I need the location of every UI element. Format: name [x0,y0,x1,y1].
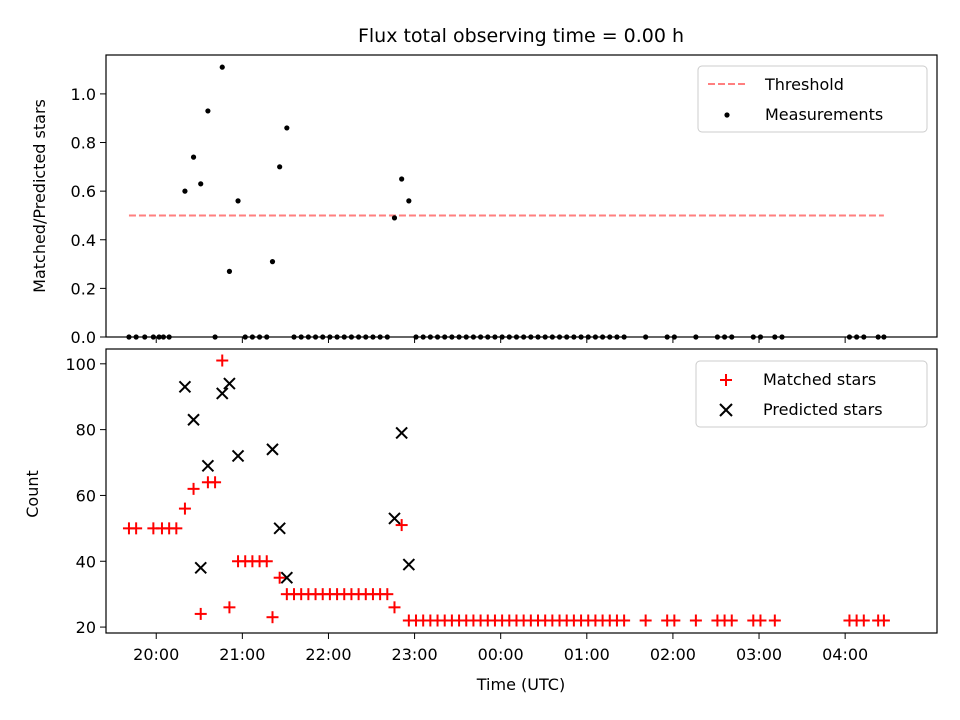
bottom-legend-box [695,360,928,428]
bottom-x-tick-label: 00:00 [478,645,524,664]
bottom-y-ticks: 20 40 60 80 100 [65,355,106,637]
predicted-star-point [231,449,245,463]
bottom-y-tick-label: 60 [76,486,96,505]
matched-star-point [381,588,394,601]
top-y-tick-label: 0.0 [71,328,96,347]
bottom-y-tick-label: 80 [76,421,96,440]
top-plot-frame [105,54,938,338]
matched-star-point [388,601,401,614]
legend-predicted-label: Predicted stars [763,400,883,419]
bottom-x-tick-label: 03:00 [736,645,782,664]
predicted-star-point [395,426,408,440]
matched-star-point [768,614,781,627]
measurement-point [198,181,204,187]
measurement-point [205,108,211,114]
bottom-y-axis-label: Count [23,470,42,518]
measurement-point [190,154,197,160]
matched-star-point [639,614,652,627]
bottom-x-tick-label: 20:00 [133,645,179,664]
top-y-ticks: 0.0 0.2 0.4 0.6 0.8 1.0 [71,85,106,347]
bottom-x-ticks: 20:00 21:00 22:00 23:00 00:00 01:00 02:00 03:00… [133,633,868,664]
measurement-point [391,215,398,221]
measurement-point [277,164,283,170]
bottom-x-tick-label: 01:00 [564,645,610,664]
predicted-stars-points [178,377,416,584]
predicted-star-point [388,512,401,525]
measurement-point [182,188,188,194]
matched-star-point [877,614,890,627]
bottom-y-tick-label: 100 [65,355,96,374]
predicted-star-point [223,377,236,390]
predicted-star-point [402,558,416,571]
top-y-tick-label: 0.2 [71,279,96,298]
bottom-x-tick-label: 02:00 [650,645,696,664]
measurement-point [406,198,412,204]
top-y-tick-label: 0.8 [71,134,96,153]
chart-title: Flux total observing time = 0.00 h [358,25,684,47]
x-axis-label: Time (UTC) [476,675,565,694]
legend-measurements-label: Measurements [765,105,883,124]
bottom-x-tick-label: 22:00 [305,645,351,664]
legend-matched-label: Matched stars [763,370,876,389]
measurement-point [269,259,276,265]
predicted-star-point [280,571,294,584]
measurement-point [284,125,290,131]
matched-star-point [395,519,408,532]
flux-ratio-panel: Flux total observing time = 0.00 h Match… [30,25,938,347]
bottom-plot-frame [105,348,938,634]
measurement-point [219,64,225,70]
matched-star-point [754,614,767,627]
top-y-tick-label: 0.6 [71,182,96,201]
measurement-point [399,176,405,182]
matched-star-point [668,614,681,627]
matched-star-point [209,476,222,489]
matched-star-point [618,614,631,627]
matched-star-point [266,611,279,624]
measurement-point [235,198,241,204]
bottom-x-tick-label: 21:00 [219,645,265,664]
matched-star-point [273,571,286,584]
matched-star-point [194,607,207,620]
matched-star-point [689,614,702,627]
matched-star-point [216,354,229,367]
matched-star-point [260,555,273,568]
top-y-axis-label: Matched/Predicted stars [30,99,49,293]
matched-star-point [725,614,738,627]
bottom-x-tick-label: 23:00 [392,645,438,664]
matched-stars-points [122,354,890,627]
predicted-star-point [194,561,207,575]
top-y-tick-label: 1.0 [71,85,96,104]
predicted-star-point [178,380,192,394]
matched-star-point [187,482,200,495]
top-legend-box [697,65,928,133]
bottom-y-tick-label: 20 [76,618,96,637]
predicted-star-point [266,443,279,456]
legend-threshold-label: Threshold [764,75,844,94]
matched-star-point [170,522,183,535]
predicted-star-point [273,522,286,535]
predicted-star-point [216,387,229,400]
bottom-y-tick-label: 40 [76,552,96,571]
predicted-star-point [201,459,215,473]
matched-star-point [223,601,236,614]
legend-measurement-swatch [724,112,730,118]
measurement-point [226,268,233,274]
top-y-tick-label: 0.4 [71,231,96,250]
legend-predicted-swatch [719,403,733,417]
top-legend: Threshold Measurements [697,65,928,133]
matched-star-point [857,614,870,627]
matched-star-point [130,522,143,535]
legend-matched-swatch [720,374,732,386]
matched-star-point [178,502,191,515]
bottom-x-tick-label: 04:00 [822,645,868,664]
bottom-legend: Matched stars Predicted stars [695,360,928,428]
predicted-star-point [187,413,200,426]
